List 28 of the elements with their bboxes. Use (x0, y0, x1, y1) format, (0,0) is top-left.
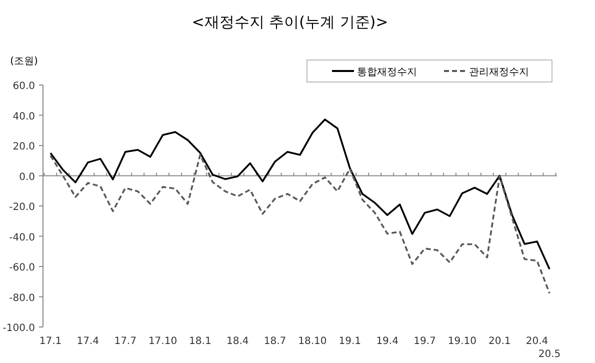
x-tick-label: 18.7 (264, 336, 286, 347)
x-tick-label: 18.1 (189, 336, 212, 347)
x-tick-label: 18.4 (226, 336, 249, 347)
title: <재정수지 추이(누계 기준)> (192, 13, 388, 31)
x-tick-label: 19.7 (414, 336, 436, 347)
x-tick-label: 19.4 (376, 336, 398, 347)
ylabel: (조원) (10, 56, 38, 67)
legend-label: 통합재정수지 (357, 67, 417, 78)
x-tick-label: 20.5 (538, 349, 561, 360)
y-tick-label: -60.0 (9, 262, 35, 274)
x-tick-label: 20.4 (526, 336, 548, 347)
x-tick-label: 17.7 (114, 336, 136, 347)
y-tick-label: -80.0 (9, 292, 35, 304)
y-tick-label: 40.0 (12, 111, 35, 122)
y-tick-label: 60.0 (12, 81, 35, 92)
x-tick-label: 20.1 (488, 336, 511, 347)
x-tick-label: 19.1 (338, 336, 362, 347)
x-tick-label: 17.10 (148, 336, 178, 347)
x-tick-label: 17.1 (39, 336, 62, 347)
x-tick-label: 17.4 (76, 336, 100, 347)
y-tick-label: -20.0 (9, 202, 35, 213)
y-tick-label: -40.0 (9, 232, 35, 244)
y-tick-label: 0.0 (19, 172, 35, 183)
x-tick-label: 18.10 (298, 336, 327, 347)
legend-label: 관리재정수지 (469, 67, 529, 78)
x-tick-label: 19.10 (448, 336, 477, 347)
y-tick-label: 20.0 (12, 142, 35, 152)
y-tick-label: -100.0 (2, 323, 35, 334)
